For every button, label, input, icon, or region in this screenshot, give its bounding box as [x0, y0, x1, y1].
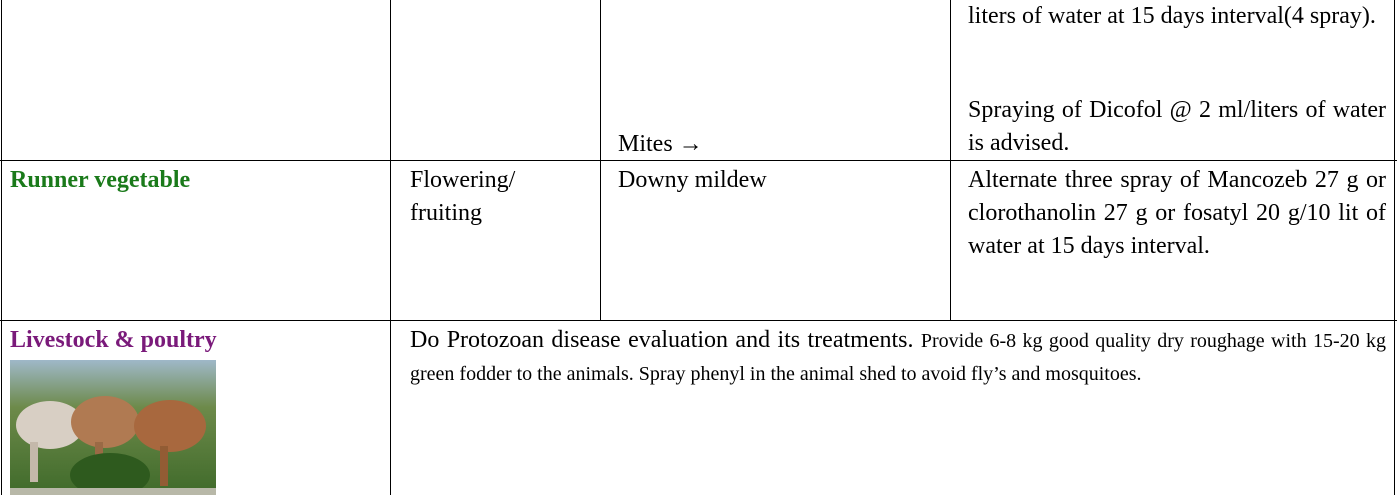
advice: Do Protozoan disease evaluation and its …	[410, 324, 1386, 390]
border	[1, 0, 2, 495]
stage: Flowering/ fruiting	[410, 164, 540, 230]
advice-lead: Do Protozoan disease evaluation and its …	[410, 327, 913, 353]
document-page: Mites → liters of water at 15 days inter…	[0, 0, 1397, 495]
crop: Livestock & poultry	[10, 324, 217, 357]
border	[0, 320, 1397, 321]
pest: Downy mildew	[618, 164, 767, 197]
advice: Spraying of Dicofol @ 2 ml/liters of wat…	[968, 94, 1386, 160]
advice: liters of water at 15 days interval(4 sp…	[968, 0, 1386, 33]
advice: Alternate three spray of Mancozeb 27 g o…	[968, 164, 1386, 263]
livestock-photo	[10, 360, 216, 495]
pest: Mites →	[618, 128, 703, 161]
border	[1394, 0, 1395, 495]
border	[390, 0, 391, 495]
crop: Runner vegetable	[10, 164, 190, 197]
